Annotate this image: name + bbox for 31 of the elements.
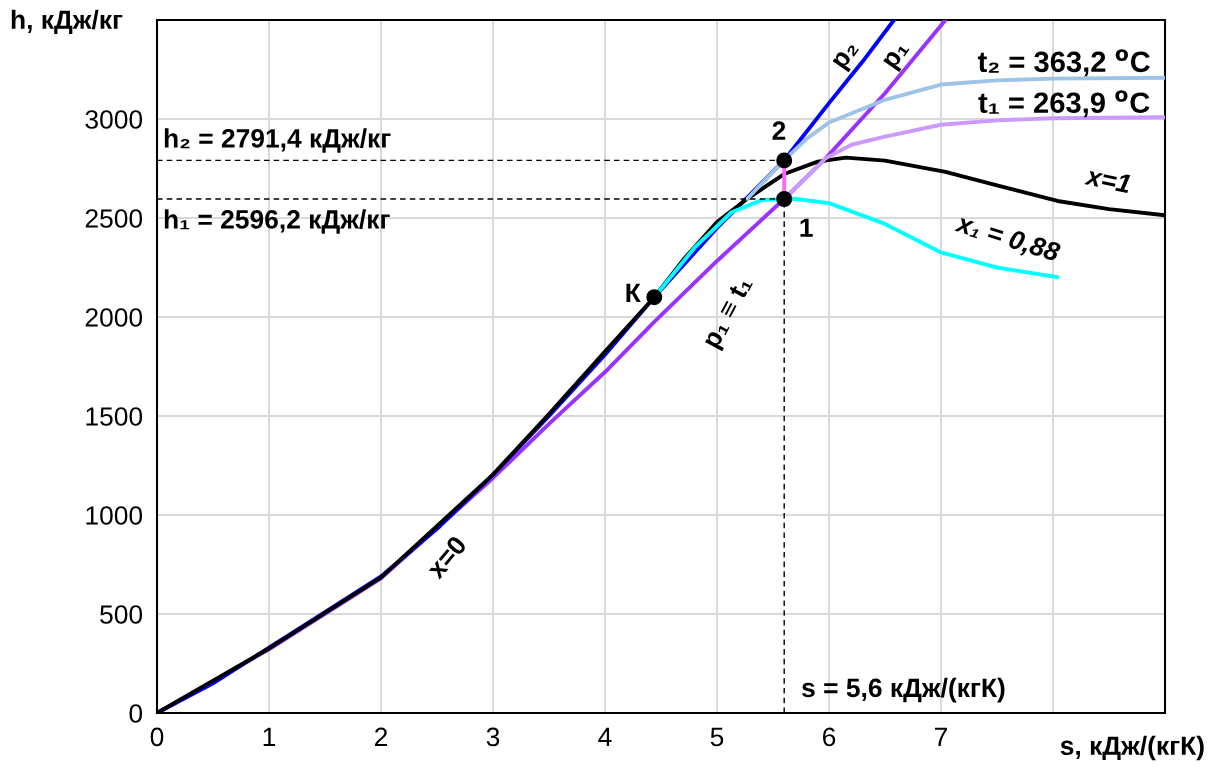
y-tick-label: 3000	[85, 110, 143, 129]
annotation: 1	[800, 218, 813, 237]
x-tick-label: 1	[263, 727, 276, 747]
y-axis-title: h, кДж/кг	[11, 9, 123, 35]
annotation: p₁ ≡ t₁	[702, 275, 757, 352]
y-tick-label: 0	[129, 704, 143, 723]
annotation: t₁ = 263,9 $^{o}$C	[978, 90, 1150, 118]
annotation: x=0	[425, 534, 468, 581]
y-tick-label: 1500	[86, 407, 143, 426]
y-tick-label: 2500	[85, 209, 143, 228]
x-tick-label: 5	[710, 727, 724, 747]
annotation: h₁ = 2596,2 кДж/кг	[164, 209, 390, 234]
x-tick-label: 3	[486, 727, 500, 747]
x-axis-title: s, кДж/(кгК)	[1060, 735, 1204, 761]
annotation: x₁ = 0,88	[953, 212, 1062, 266]
x-tick-label: 4	[598, 727, 612, 747]
x-tick-label: 2	[374, 727, 388, 747]
annotation: x=1	[1084, 166, 1132, 194]
annotation: t₂ = 363,2 $^{o}$C	[977, 49, 1150, 77]
annotation: s = 5,6 кДж/(кгК)	[802, 677, 1005, 703]
y-tick-label: 1000	[86, 506, 143, 525]
x-tick-label: 0	[150, 727, 164, 747]
y-tick-label: 500	[100, 605, 143, 624]
x-tick-label: 6	[823, 727, 836, 747]
annotation: p₁	[883, 40, 914, 73]
annotation: h₂ = 2791,4 кДж/кг	[164, 128, 391, 153]
annotation: p₂	[832, 40, 863, 73]
annotation: К	[626, 283, 641, 302]
x-tick-label: 7	[935, 727, 948, 747]
annotation: 2	[772, 121, 786, 140]
y-tick-label: 2000	[85, 308, 143, 327]
